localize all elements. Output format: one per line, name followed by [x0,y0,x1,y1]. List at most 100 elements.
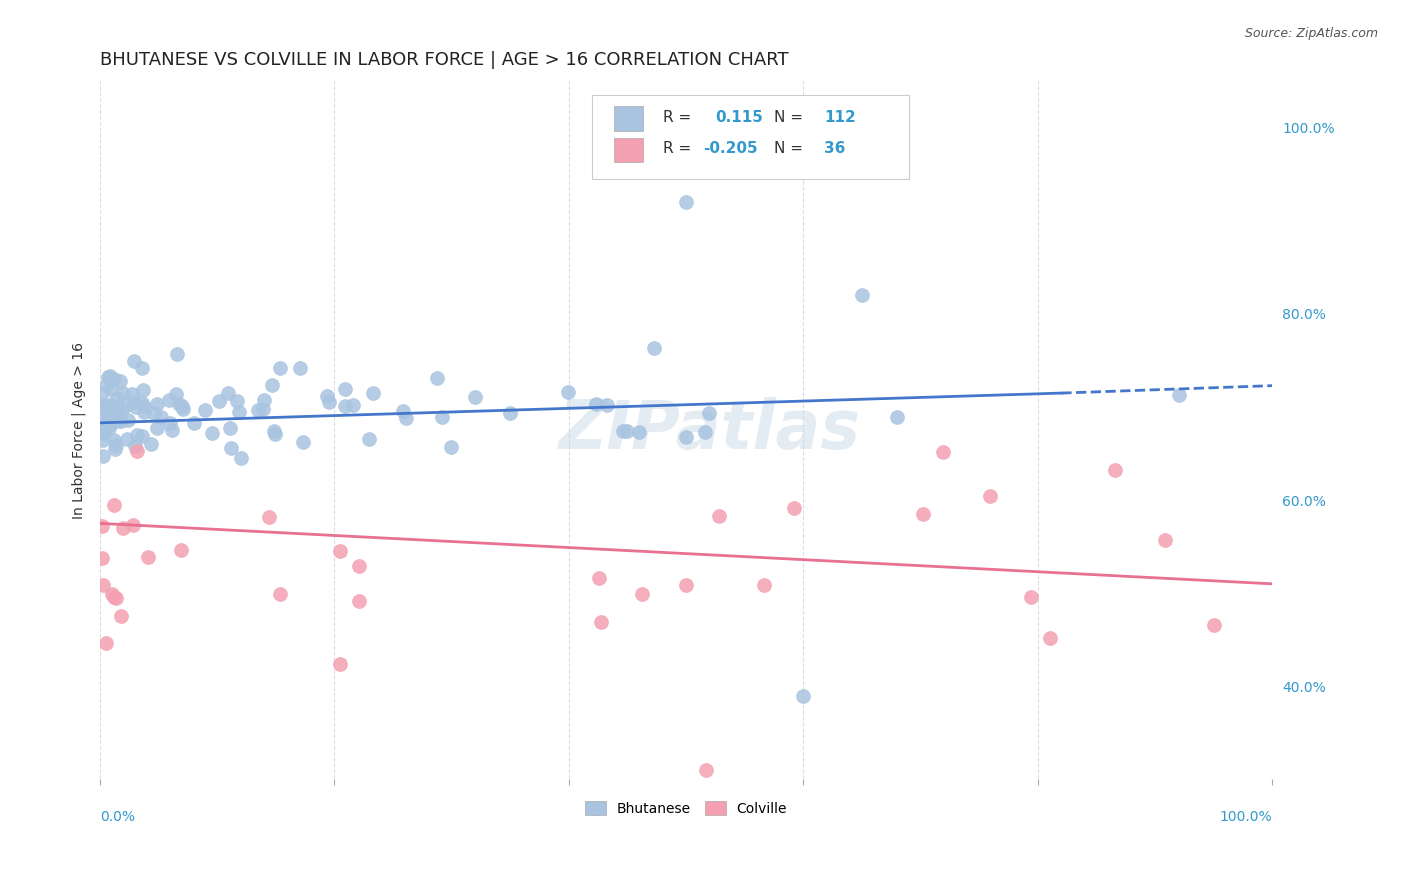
Point [426,371,449,385]
Point [117,412,139,426]
Point [1104,463,1126,477]
Point [107,412,129,426]
Point [172,400,194,414]
Point [1039,632,1062,646]
Point [115,432,138,446]
Point [121,387,143,401]
Point [93,426,115,441]
Text: 36: 36 [824,141,846,156]
Point [131,360,153,375]
Point [695,763,717,777]
Point [166,347,188,361]
Point [91,417,114,431]
Point [160,423,183,437]
Point [125,443,148,458]
Point [132,404,155,418]
Point [349,559,371,574]
Point [616,425,638,439]
Point [159,417,181,431]
Point [91,423,114,437]
Point [395,410,418,425]
Point [105,409,128,424]
Point [357,433,380,447]
Point [342,398,364,412]
Point [217,386,239,401]
Point [167,397,190,411]
Point [157,392,180,407]
Point [91,578,114,592]
Point [911,507,934,521]
Point [329,544,352,558]
Point [246,403,269,417]
Point [693,425,716,440]
Point [1167,388,1189,402]
Point [170,542,193,557]
Point [752,578,775,592]
Text: 112: 112 [824,110,856,125]
Text: BHUTANESE VS COLVILLE IN LABOR FORCE | AGE > 16 CORRELATION CHART: BHUTANESE VS COLVILLE IN LABOR FORCE | A… [100,51,789,69]
Point [269,361,291,376]
Point [122,395,145,409]
Point [103,498,125,512]
Point [110,608,132,623]
Text: 100.0%: 100.0% [1220,810,1272,824]
Point [697,407,720,421]
Point [264,427,287,442]
Point [104,442,127,456]
Point [93,398,115,412]
Point [499,406,522,420]
Point [91,386,114,401]
Text: Source: ZipAtlas.com: Source: ZipAtlas.com [1244,27,1378,40]
Point [333,399,356,413]
Point [675,429,697,443]
Point [100,382,122,396]
Point [208,393,231,408]
Point [1019,590,1042,604]
Point [94,378,117,392]
Point [91,401,114,415]
Point [98,398,121,412]
Point [111,385,134,400]
Y-axis label: In Labor Force | Age > 16: In Labor Force | Age > 16 [72,342,86,519]
Point [315,389,337,403]
Point [105,591,128,605]
Point [105,414,128,428]
Point [98,409,121,423]
Point [979,489,1001,503]
Point [228,405,250,419]
Point [675,578,697,592]
Point [557,385,579,400]
Point [112,521,135,535]
Point [932,445,955,459]
FancyBboxPatch shape [592,95,908,179]
Point [96,410,118,425]
Point [122,518,145,533]
Point [194,403,217,417]
Point [132,384,155,398]
Point [125,427,148,442]
Text: N =: N = [773,110,803,125]
Point [588,571,610,585]
Point [131,429,153,443]
Point [139,437,162,451]
Point [291,435,314,450]
Point [165,386,187,401]
Point [91,434,114,448]
Point [361,385,384,400]
FancyBboxPatch shape [614,106,643,131]
Point [260,377,283,392]
Point [150,409,173,424]
Point [146,420,169,434]
Point [257,510,280,524]
Point [146,397,169,411]
Point [103,591,125,605]
Point [98,412,121,426]
Point [1204,618,1226,632]
Point [631,587,654,601]
Point [464,390,486,404]
Point [96,636,118,650]
Point [110,374,132,388]
Point [219,441,242,455]
Point [675,195,697,210]
Point [585,397,607,411]
